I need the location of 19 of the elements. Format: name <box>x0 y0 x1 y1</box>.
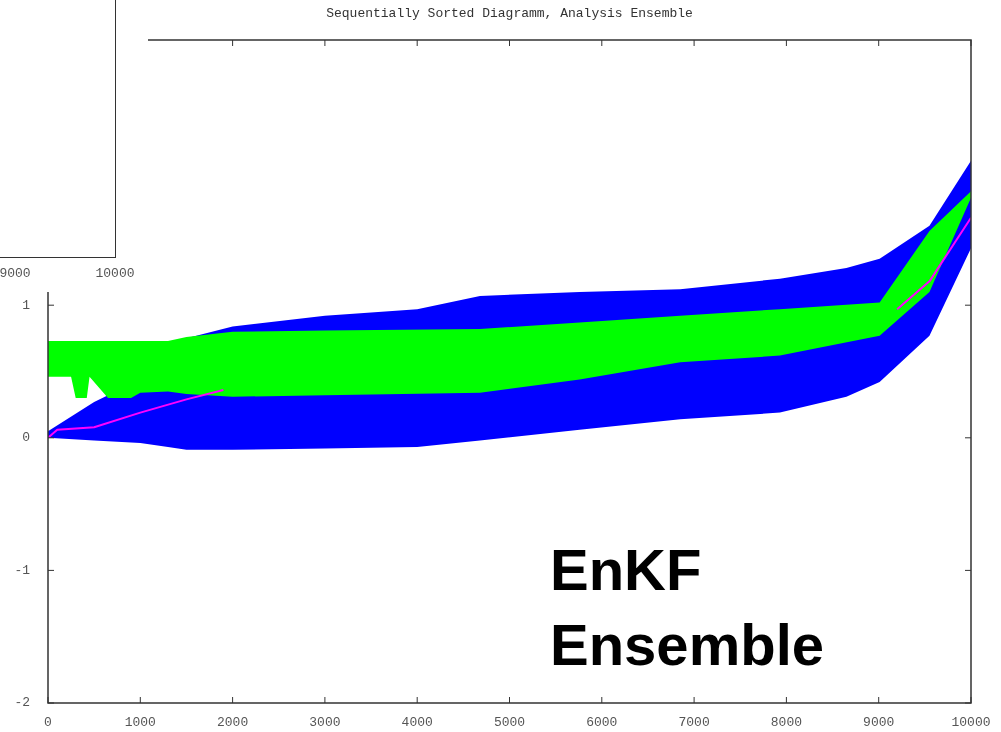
y-tick-label: 0 <box>22 430 30 446</box>
x-tick-label: 8000 <box>770 715 803 731</box>
x-tick-label: 2000 <box>216 715 249 731</box>
y-tick-label: 1 <box>22 297 31 313</box>
y-tick-label: -2 <box>14 695 30 711</box>
x-tick-label: 0 <box>44 715 52 731</box>
x-tick-label: 5000 <box>493 715 526 731</box>
annotation: 10000 <box>95 266 135 281</box>
x-tick-label: 6000 <box>586 715 618 731</box>
x-tick-label: 1000 <box>124 715 156 731</box>
annotation: EnKF Ensemble <box>550 537 824 677</box>
x-tick-label: 9000 <box>863 715 895 731</box>
text: 9000 <box>0 266 31 281</box>
x-tick-label: 3000 <box>309 715 341 731</box>
x-tick-label: 4000 <box>401 715 433 731</box>
x-tick-label: 7000 <box>678 715 710 731</box>
chart-title: Sequentially Sorted Diagramm, Analysis Ensemble <box>326 6 693 22</box>
y-tick-label: -1 <box>14 562 31 578</box>
x-tick-label: 10000 <box>951 715 991 731</box>
